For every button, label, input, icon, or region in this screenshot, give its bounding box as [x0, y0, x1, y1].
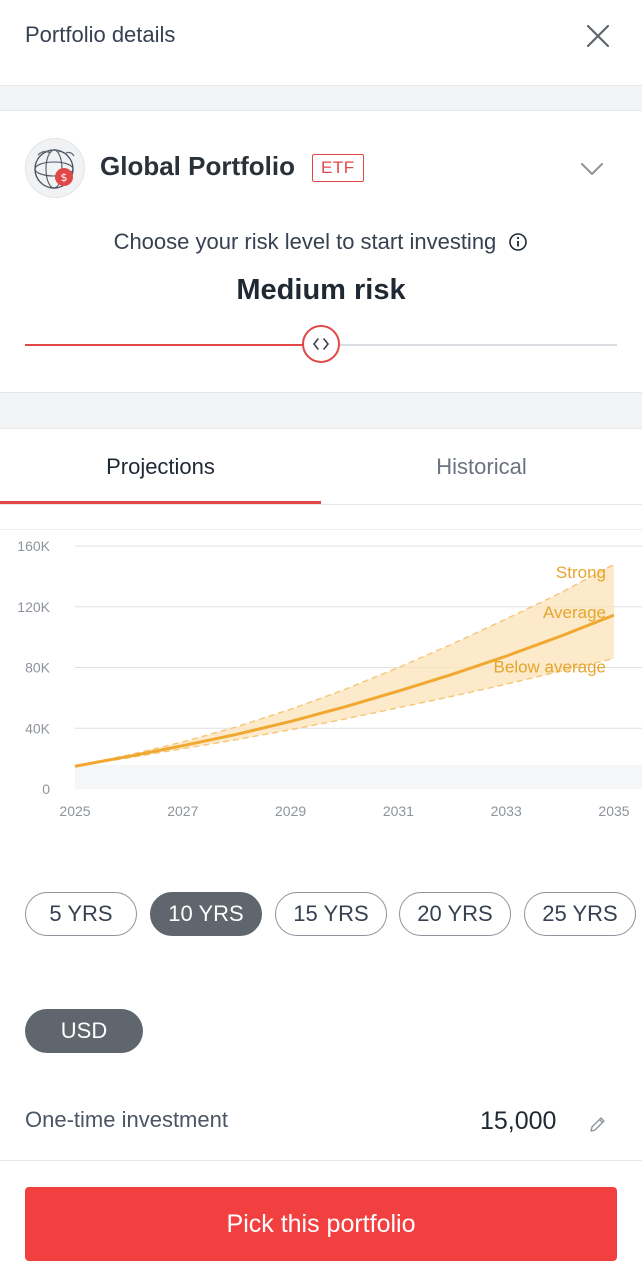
x-tick-label: 2031: [383, 803, 414, 819]
risk-level-label: Medium risk: [236, 274, 406, 306]
y-tick-label: 40K: [25, 720, 51, 736]
active-tab-indicator: [0, 501, 321, 504]
series-label-average: Average: [543, 603, 606, 622]
svg-text:$: $: [61, 171, 68, 184]
y-tick-label: 120K: [17, 599, 50, 615]
investment-label: One-time investment: [25, 1107, 228, 1132]
y-tick-label: 80K: [25, 660, 51, 676]
series-label-strong: Strong: [556, 563, 606, 582]
bottom-action-bar: Pick this portfolio: [0, 1160, 642, 1280]
close-icon[interactable]: [582, 20, 614, 52]
info-icon[interactable]: [508, 232, 528, 252]
projection-card: Projections Historical 0 40K 80K 120K 160K 20…: [0, 428, 642, 1280]
projection-chart: 0 40K 80K 120K 160K 2025 2027 2029 2031 2033 2035 S…: [0, 529, 642, 829]
tab-historical[interactable]: Historical: [436, 454, 527, 479]
x-tick-label: 2033: [491, 803, 522, 819]
series-strong-line: [74, 563, 615, 767]
chevron-down-icon[interactable]: [578, 155, 606, 183]
risk-prompt: Choose your risk level to start investin…: [0, 228, 642, 255]
x-tick-label: 2027: [167, 803, 198, 819]
tab-bar: Projections Historical: [0, 429, 642, 505]
x-tick-label: 2035: [598, 803, 629, 819]
duration-10-yrs[interactable]: 10 YRS: [150, 892, 262, 936]
pencil-icon[interactable]: [588, 1114, 608, 1134]
portfolio-name: Global Portfolio: [100, 151, 295, 181]
globe-dollar-icon: $: [25, 138, 85, 198]
drag-arrows-icon: [312, 338, 330, 350]
investment-value[interactable]: 15,000: [480, 1107, 557, 1135]
y-tick-label: 0: [42, 781, 50, 797]
chart-baseline-band: [75, 765, 642, 789]
risk-slider-handle[interactable]: [302, 325, 340, 363]
x-tick-label: 2029: [275, 803, 306, 819]
duration-15-yrs[interactable]: 15 YRS: [275, 892, 387, 936]
risk-prompt-text: Choose your risk level to start investin…: [113, 229, 497, 255]
duration-selector: 5 YRS 10 YRS 15 YRS 20 YRS 25 YRS: [25, 892, 637, 936]
pick-portfolio-button[interactable]: Pick this portfolio: [25, 1187, 617, 1261]
page-title: Portfolio details: [25, 22, 176, 47]
projection-band: [75, 564, 614, 767]
series-below-average-line: [74, 657, 615, 767]
currency-pill[interactable]: USD: [25, 1009, 143, 1053]
duration-25-yrs[interactable]: 25 YRS: [524, 892, 636, 936]
duration-5-yrs[interactable]: 5 YRS: [25, 892, 137, 936]
x-tick-label: 2025: [59, 803, 90, 819]
duration-20-yrs[interactable]: 20 YRS: [399, 892, 511, 936]
projection-chart-svg: 0 40K 80K 120K 160K 2025 2027 2029 2031 2033 2035 S…: [17, 538, 642, 819]
tab-projections[interactable]: Projections: [106, 454, 215, 479]
risk-slider-fill: [25, 344, 321, 346]
header-bar: Portfolio details: [0, 0, 642, 86]
series-label-below-average: Below average: [494, 657, 606, 676]
series-average-line: [74, 613, 615, 768]
etf-badge: ETF: [312, 154, 364, 182]
portfolio-card: $ Global Portfolio ETF Choose your risk …: [0, 110, 642, 393]
y-tick-label: 160K: [17, 538, 50, 554]
